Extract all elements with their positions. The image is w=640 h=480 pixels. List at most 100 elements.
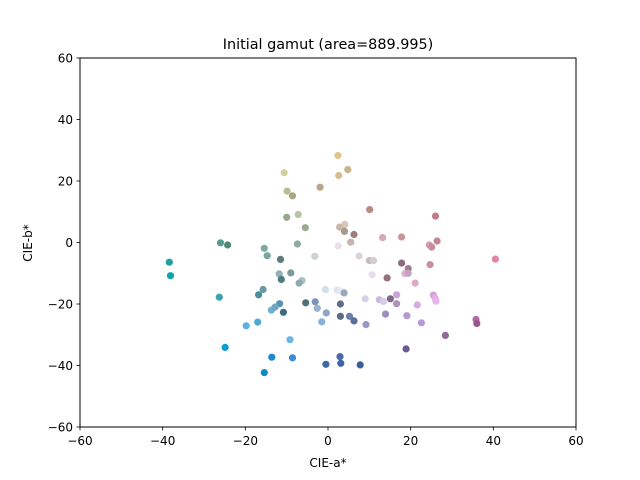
- y-tick-label: −40: [48, 359, 73, 373]
- data-point: [431, 212, 440, 220]
- data-point: [340, 289, 348, 297]
- y-tick-label: 0: [65, 236, 73, 250]
- data-point: [283, 213, 291, 221]
- data-point: [337, 359, 345, 367]
- data-point: [263, 252, 271, 260]
- data-point: [411, 279, 419, 287]
- data-point: [334, 242, 342, 250]
- data-point: [271, 303, 279, 311]
- x-tick-label: −60: [67, 434, 92, 448]
- x-tick-label: 0: [324, 434, 332, 448]
- data-point: [322, 360, 330, 368]
- data-point: [277, 275, 285, 283]
- data-point: [311, 298, 319, 306]
- data-point: [350, 230, 358, 239]
- data-point: [432, 297, 440, 305]
- data-point: [366, 206, 374, 214]
- data-point: [336, 353, 344, 361]
- data-point: [259, 285, 267, 294]
- data-point: [288, 192, 297, 200]
- y-tick-label: −60: [48, 420, 73, 434]
- data-point: [316, 183, 324, 191]
- y-tick-label: −20: [48, 297, 73, 311]
- x-tick-label: 20: [403, 434, 418, 448]
- points-layer: [165, 151, 499, 377]
- data-point: [260, 369, 268, 377]
- data-point: [301, 224, 309, 232]
- data-point: [268, 353, 276, 361]
- data-point: [313, 304, 321, 312]
- data-point: [165, 258, 173, 266]
- data-point: [280, 169, 288, 177]
- data-point: [344, 166, 352, 174]
- data-point: [426, 261, 434, 269]
- data-point: [413, 301, 421, 309]
- data-point: [404, 269, 412, 277]
- data-point: [221, 343, 229, 351]
- data-point: [336, 312, 344, 320]
- data-point: [260, 244, 268, 252]
- data-point: [224, 241, 232, 249]
- x-tick-label: −20: [233, 434, 258, 448]
- x-tick-label: 60: [568, 434, 583, 448]
- data-point: [355, 252, 363, 260]
- data-point: [275, 270, 283, 278]
- data-point: [441, 331, 449, 339]
- y-tick-label: 20: [58, 174, 73, 188]
- data-point: [345, 312, 354, 320]
- data-point: [402, 345, 410, 353]
- data-point: [428, 243, 436, 251]
- data-point: [276, 255, 285, 263]
- data-point: [379, 297, 387, 306]
- x-axis-label: CIE-a*: [309, 456, 346, 470]
- data-point: [302, 299, 310, 307]
- data-point: [350, 317, 358, 325]
- data-point: [293, 240, 301, 248]
- data-point: [216, 239, 225, 247]
- x-tick-label: −40: [150, 434, 175, 448]
- chart-title: Initial gamut (area=889.995): [223, 37, 434, 53]
- data-point: [347, 238, 355, 246]
- y-axis-label: CIE-b*: [21, 224, 35, 261]
- data-point: [322, 309, 330, 317]
- data-point: [311, 252, 319, 260]
- data-point: [369, 257, 378, 265]
- x-axis-ticks: −60 −40 −20 0 20 40 60: [67, 427, 584, 448]
- data-point: [215, 293, 223, 301]
- data-point: [491, 255, 499, 263]
- data-point: [335, 171, 343, 180]
- data-point: [295, 279, 303, 287]
- x-tick-label: 40: [486, 434, 501, 448]
- data-point: [403, 312, 411, 320]
- data-point: [473, 319, 481, 327]
- data-point: [368, 271, 376, 279]
- data-point: [334, 151, 342, 160]
- data-point: [336, 300, 344, 308]
- y-tick-label: 40: [58, 113, 73, 127]
- y-axis-ticks: −60 −40 −20 0 20 40 60: [48, 51, 80, 434]
- y-tick-label: 60: [58, 51, 73, 65]
- data-point: [254, 318, 262, 326]
- data-point: [286, 336, 294, 344]
- data-point: [255, 291, 263, 299]
- data-point: [341, 220, 349, 228]
- data-point: [386, 295, 394, 303]
- data-point: [393, 291, 401, 299]
- data-point: [166, 272, 175, 280]
- data-point: [279, 308, 287, 316]
- data-point: [398, 259, 406, 267]
- data-point: [379, 234, 387, 242]
- data-point: [294, 210, 302, 219]
- data-point: [321, 285, 330, 294]
- data-point: [362, 321, 370, 329]
- data-point: [381, 310, 390, 318]
- data-point: [433, 237, 441, 245]
- data-point: [336, 223, 344, 231]
- data-point: [340, 227, 349, 235]
- data-point: [417, 319, 425, 327]
- data-point: [242, 322, 250, 330]
- data-point: [283, 187, 291, 195]
